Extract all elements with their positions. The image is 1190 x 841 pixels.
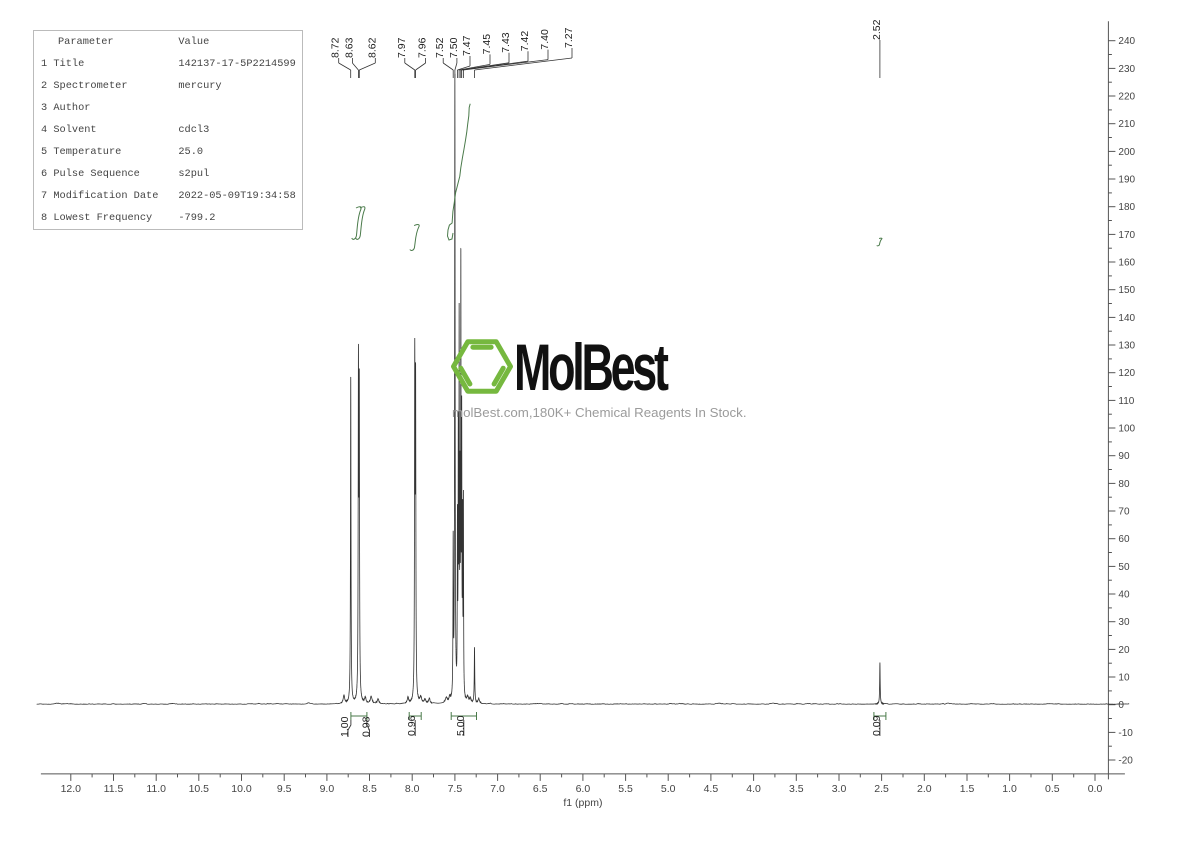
svg-text:5.5: 5.5	[618, 783, 633, 795]
svg-text:180: 180	[1118, 202, 1135, 213]
svg-text:0.5: 0.5	[1045, 783, 1060, 795]
svg-text:7.47: 7.47	[461, 35, 473, 56]
svg-text:2.0: 2.0	[917, 783, 932, 795]
svg-text:80: 80	[1118, 479, 1130, 490]
svg-text:12.0: 12.0	[61, 783, 82, 795]
svg-text:-20: -20	[1118, 756, 1133, 767]
svg-text:50: 50	[1118, 562, 1130, 573]
svg-text:210: 210	[1118, 119, 1135, 130]
svg-text:0.09: 0.09	[871, 715, 883, 736]
svg-text:4.5: 4.5	[704, 783, 719, 795]
svg-text:11.5: 11.5	[104, 783, 124, 795]
svg-text:5.0: 5.0	[661, 783, 676, 795]
svg-text:230: 230	[1118, 64, 1135, 75]
svg-text:1.5: 1.5	[960, 783, 975, 795]
svg-text:0.96: 0.96	[406, 715, 418, 736]
svg-text:7.97: 7.97	[396, 37, 408, 58]
svg-text:70: 70	[1118, 507, 1130, 518]
svg-text:10.5: 10.5	[189, 783, 210, 795]
svg-text:7.40: 7.40	[539, 29, 551, 50]
svg-text:10.0: 10.0	[231, 783, 252, 795]
svg-text:8.72: 8.72	[330, 37, 342, 58]
svg-text:2.5: 2.5	[874, 783, 889, 795]
svg-text:0.0: 0.0	[1088, 783, 1103, 795]
svg-text:150: 150	[1118, 285, 1135, 296]
svg-text:100: 100	[1118, 424, 1135, 435]
svg-text:7.5: 7.5	[448, 783, 463, 795]
svg-text:7.27: 7.27	[563, 27, 575, 48]
svg-text:6.0: 6.0	[576, 783, 591, 795]
svg-text:220: 220	[1118, 92, 1135, 103]
svg-text:240: 240	[1118, 36, 1135, 47]
svg-text:30: 30	[1118, 617, 1130, 628]
svg-text:molBest.com,180K+ Chemical Rea: molBest.com,180K+ Chemical Reagents In S…	[452, 405, 747, 420]
svg-text:6.5: 6.5	[533, 783, 548, 795]
svg-text:7.52: 7.52	[434, 37, 446, 58]
svg-text:60: 60	[1118, 534, 1130, 545]
svg-text:4.0: 4.0	[746, 783, 761, 795]
svg-text:2.52: 2.52	[871, 19, 883, 40]
svg-text:7.45: 7.45	[481, 34, 493, 55]
svg-text:200: 200	[1118, 147, 1135, 158]
svg-text:140: 140	[1118, 313, 1135, 324]
svg-text:20: 20	[1118, 645, 1130, 656]
svg-text:f1 (ppm): f1 (ppm)	[563, 797, 602, 809]
svg-text:3.0: 3.0	[832, 783, 847, 795]
svg-text:130: 130	[1118, 341, 1135, 352]
svg-text:7.0: 7.0	[490, 783, 505, 795]
svg-text:3.5: 3.5	[789, 783, 804, 795]
svg-text:11.0: 11.0	[146, 783, 166, 795]
svg-text:5.00: 5.00	[455, 715, 467, 736]
svg-text:7.96: 7.96	[417, 37, 429, 58]
svg-text:-10: -10	[1118, 728, 1133, 739]
svg-text:7.50: 7.50	[448, 37, 460, 58]
svg-text:7.42: 7.42	[519, 31, 531, 52]
svg-text:40: 40	[1118, 590, 1130, 601]
svg-text:1.00: 1.00	[339, 716, 351, 737]
svg-text:170: 170	[1118, 230, 1135, 241]
svg-text:8.0: 8.0	[405, 783, 420, 795]
svg-text:110: 110	[1118, 396, 1134, 407]
svg-text:8.5: 8.5	[362, 783, 377, 795]
svg-text:8.62: 8.62	[366, 37, 378, 58]
svg-text:0: 0	[1118, 700, 1124, 711]
svg-text:190: 190	[1118, 175, 1135, 186]
svg-text:7.43: 7.43	[500, 32, 512, 53]
svg-text:0.98: 0.98	[361, 716, 373, 737]
svg-text:120: 120	[1118, 368, 1135, 379]
svg-text:8.63: 8.63	[343, 37, 355, 58]
svg-text:90: 90	[1118, 451, 1130, 462]
svg-text:160: 160	[1118, 258, 1135, 269]
svg-text:10: 10	[1118, 673, 1130, 684]
svg-text:9.0: 9.0	[320, 783, 335, 795]
svg-text:9.5: 9.5	[277, 783, 292, 795]
svg-text:1.0: 1.0	[1002, 783, 1017, 795]
svg-text:MolBest: MolBest	[514, 330, 669, 404]
